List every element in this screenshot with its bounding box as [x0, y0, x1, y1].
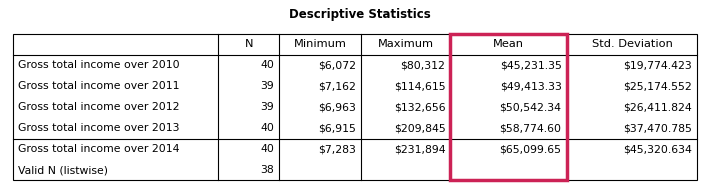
Text: $80,312: $80,312 — [400, 60, 446, 70]
Text: $7,162: $7,162 — [318, 81, 356, 91]
Text: 40: 40 — [261, 144, 274, 154]
Text: 40: 40 — [261, 123, 274, 133]
Text: 39: 39 — [261, 81, 274, 91]
Text: $25,174.552: $25,174.552 — [624, 81, 693, 91]
Text: $49,413.33: $49,413.33 — [500, 81, 562, 91]
Text: $231,894: $231,894 — [394, 144, 446, 154]
Text: $65,099.65: $65,099.65 — [500, 144, 562, 154]
Text: Mean: Mean — [493, 39, 524, 49]
Text: 38: 38 — [261, 165, 274, 175]
Text: $37,470.785: $37,470.785 — [624, 123, 693, 133]
Text: $45,320.634: $45,320.634 — [624, 144, 693, 154]
Text: $7,283: $7,283 — [318, 144, 356, 154]
Text: Gross total income over 2010: Gross total income over 2010 — [18, 60, 179, 70]
Text: N: N — [245, 39, 253, 49]
Text: $45,231.35: $45,231.35 — [500, 60, 562, 70]
Text: 40: 40 — [261, 60, 274, 70]
Text: $6,915: $6,915 — [318, 123, 356, 133]
Text: Gross total income over 2012: Gross total income over 2012 — [18, 102, 179, 112]
Text: $209,845: $209,845 — [394, 123, 446, 133]
Text: $50,542.34: $50,542.34 — [500, 102, 562, 112]
Text: Descriptive Statistics: Descriptive Statistics — [289, 8, 431, 21]
Text: $6,072: $6,072 — [318, 60, 356, 70]
Text: $19,774.423: $19,774.423 — [624, 60, 693, 70]
Text: Maximum: Maximum — [378, 39, 434, 49]
Text: Valid N (listwise): Valid N (listwise) — [18, 165, 108, 175]
Text: Gross total income over 2011: Gross total income over 2011 — [18, 81, 179, 91]
Bar — [451, 34, 567, 180]
Text: $114,615: $114,615 — [394, 81, 446, 91]
Text: Minimum: Minimum — [294, 39, 347, 49]
Text: $26,411.824: $26,411.824 — [624, 102, 693, 112]
Text: 39: 39 — [261, 102, 274, 112]
Text: $6,963: $6,963 — [318, 102, 356, 112]
Text: $132,656: $132,656 — [394, 102, 446, 112]
Bar — [13, 34, 698, 180]
Text: Gross total income over 2013: Gross total income over 2013 — [18, 123, 179, 133]
Text: $58,774.60: $58,774.60 — [500, 123, 562, 133]
Text: Gross total income over 2014: Gross total income over 2014 — [18, 144, 179, 154]
Text: Std. Deviation: Std. Deviation — [592, 39, 672, 49]
